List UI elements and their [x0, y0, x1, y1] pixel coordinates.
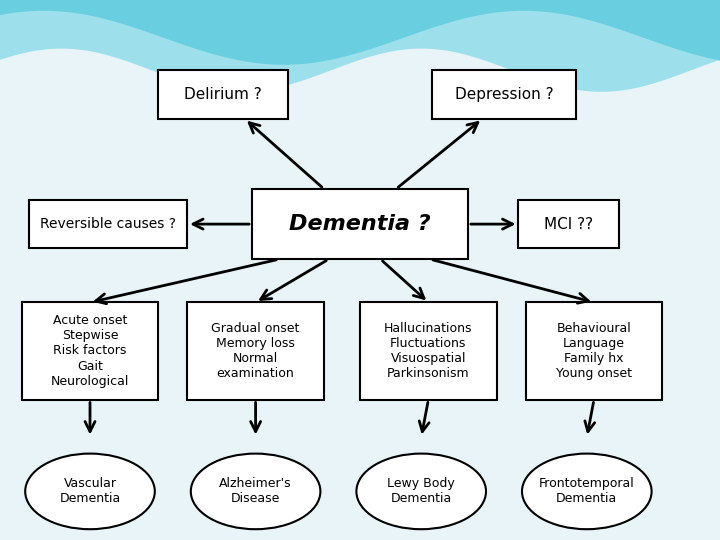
Text: Hallucinations
Fluctuations
Visuospatial
Parkinsonism: Hallucinations Fluctuations Visuospatial…: [384, 322, 472, 380]
Ellipse shape: [356, 454, 486, 529]
Text: Lewy Body
Dementia: Lewy Body Dementia: [387, 477, 455, 505]
Text: Gradual onset
Memory loss
Normal
examination: Gradual onset Memory loss Normal examina…: [212, 322, 300, 380]
Text: Delirium ?: Delirium ?: [184, 87, 262, 102]
Ellipse shape: [25, 454, 155, 529]
FancyBboxPatch shape: [518, 200, 619, 248]
PathPatch shape: [0, 0, 720, 92]
Text: Dementia ?: Dementia ?: [289, 214, 431, 234]
FancyBboxPatch shape: [158, 70, 288, 119]
FancyBboxPatch shape: [360, 302, 497, 400]
FancyBboxPatch shape: [432, 70, 576, 119]
FancyBboxPatch shape: [29, 200, 187, 248]
FancyBboxPatch shape: [187, 302, 324, 400]
FancyBboxPatch shape: [252, 189, 468, 259]
Text: Reversible causes ?: Reversible causes ?: [40, 217, 176, 231]
FancyBboxPatch shape: [526, 302, 662, 400]
Ellipse shape: [191, 454, 320, 529]
Text: Acute onset
Stepwise
Risk factors
Gait
Neurological: Acute onset Stepwise Risk factors Gait N…: [51, 314, 129, 388]
Ellipse shape: [522, 454, 652, 529]
FancyBboxPatch shape: [22, 302, 158, 400]
Text: Depression ?: Depression ?: [455, 87, 553, 102]
Text: MCI ??: MCI ??: [544, 217, 593, 232]
PathPatch shape: [0, 0, 720, 65]
Text: Vascular
Dementia: Vascular Dementia: [59, 477, 121, 505]
Text: Alzheimer's
Disease: Alzheimer's Disease: [220, 477, 292, 505]
Text: Frontotemporal
Dementia: Frontotemporal Dementia: [539, 477, 634, 505]
Text: Behavioural
Language
Family hx
Young onset: Behavioural Language Family hx Young ons…: [556, 322, 632, 380]
